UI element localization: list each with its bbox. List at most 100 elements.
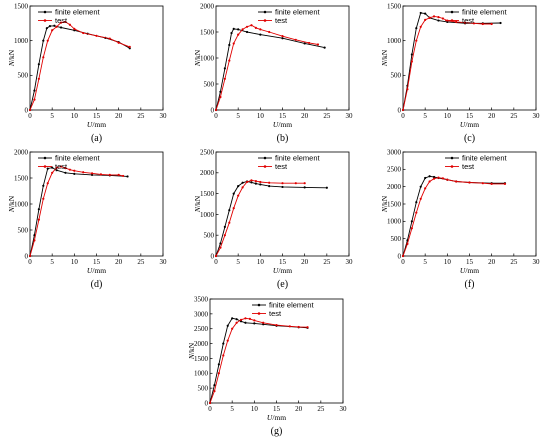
data-point bbox=[222, 342, 225, 345]
x-tick-label: 25 bbox=[137, 112, 145, 120]
data-point bbox=[499, 21, 502, 25]
y-tick-label: 2000 bbox=[387, 183, 402, 191]
data-point bbox=[481, 22, 484, 26]
data-point bbox=[55, 169, 58, 172]
y-tick-label: 500 bbox=[18, 226, 29, 234]
data-point bbox=[42, 184, 45, 187]
x-tick-label: 30 bbox=[346, 258, 354, 266]
series-line bbox=[402, 12, 501, 111]
series-line bbox=[209, 317, 308, 404]
legend-marker bbox=[450, 156, 454, 160]
data-point bbox=[73, 27, 76, 30]
x-axis-var: U bbox=[273, 120, 279, 129]
chart-d: 0 5 10 15 20 25 30 0 500 1000 1500 2000 U/mm N/kN fini… bbox=[7, 148, 180, 290]
chart-b: 0 5 10 15 20 25 30 0 500 1000 1500 2000 U/mm N/kN fini… bbox=[193, 2, 366, 144]
data-point bbox=[432, 177, 436, 180]
legend-label: test bbox=[275, 16, 288, 25]
y-tick-label: 3000 bbox=[387, 148, 402, 156]
data-point bbox=[217, 363, 220, 366]
data-point bbox=[254, 182, 257, 185]
data-point bbox=[259, 33, 262, 36]
data-point bbox=[316, 43, 320, 46]
data-point bbox=[213, 384, 216, 387]
data-point bbox=[73, 172, 76, 175]
x-axis-unit: /mm bbox=[278, 120, 292, 129]
data-point bbox=[223, 225, 226, 228]
data-point bbox=[51, 171, 54, 174]
data-point bbox=[419, 25, 422, 28]
data-point bbox=[401, 254, 405, 258]
y-tick-label: 0 bbox=[25, 252, 29, 260]
data-point bbox=[325, 186, 328, 189]
data-point bbox=[248, 317, 251, 321]
y-tick-label: 3000 bbox=[194, 310, 209, 318]
data-point bbox=[244, 317, 247, 320]
panel-label: (g) bbox=[271, 426, 283, 437]
legend-label: finite element bbox=[462, 8, 508, 17]
data-point bbox=[268, 181, 271, 184]
x-tick-label: 30 bbox=[160, 258, 168, 266]
data-point bbox=[117, 41, 120, 44]
data-point bbox=[51, 29, 54, 32]
data-point bbox=[441, 177, 444, 180]
data-point bbox=[223, 77, 226, 80]
data-point bbox=[239, 318, 243, 321]
data-point bbox=[406, 242, 409, 245]
y-axis-label: N/kN bbox=[380, 49, 389, 67]
data-point bbox=[217, 372, 220, 375]
x-axis-var: U bbox=[87, 120, 93, 129]
y-axis-unit: /kN bbox=[193, 49, 202, 61]
data-point bbox=[64, 167, 67, 170]
y-axis-label: N/kN bbox=[187, 342, 196, 360]
x-tick-label: 30 bbox=[340, 405, 348, 413]
chart-f: 0 5 10 15 20 25 30 0 500 1000 1500 2000 2500 3000 U/mm… bbox=[380, 148, 550, 290]
data-point bbox=[275, 324, 278, 327]
series-line bbox=[29, 166, 124, 257]
data-point bbox=[33, 89, 36, 92]
y-tick-label: 2500 bbox=[200, 148, 215, 156]
data-point bbox=[37, 77, 40, 80]
data-point bbox=[219, 90, 222, 93]
x-axis-label: U/mm bbox=[267, 413, 286, 422]
data-point bbox=[82, 31, 85, 35]
legend-label: finite element bbox=[275, 154, 321, 163]
y-axis-unit: /kN bbox=[7, 49, 16, 61]
y-tick-label: 1000 bbox=[14, 37, 29, 45]
x-tick-label: 5 bbox=[423, 258, 427, 266]
legend-label: finite element bbox=[269, 301, 315, 310]
data-point bbox=[262, 321, 265, 324]
data-point bbox=[308, 41, 311, 45]
panel-label: (c) bbox=[464, 133, 475, 144]
y-tick-label: 500 bbox=[391, 72, 402, 80]
y-tick-label: 0 bbox=[398, 252, 402, 260]
legend-marker bbox=[263, 10, 267, 14]
data-point bbox=[232, 27, 235, 30]
y-axis-var: N bbox=[193, 60, 202, 67]
data-point bbox=[241, 186, 244, 189]
x-tick-label: 0 bbox=[208, 405, 212, 413]
data-point bbox=[259, 180, 262, 184]
y-axis-var: N bbox=[193, 206, 202, 213]
data-point bbox=[419, 185, 422, 188]
legend-marker bbox=[450, 165, 454, 168]
data-point bbox=[410, 60, 413, 63]
legend-marker bbox=[43, 10, 47, 14]
y-tick-label: 1000 bbox=[387, 37, 402, 45]
data-point bbox=[223, 234, 226, 237]
data-point bbox=[231, 327, 234, 330]
data-point bbox=[268, 185, 271, 188]
x-tick-label: 20 bbox=[301, 258, 309, 266]
y-tick-label: 0 bbox=[211, 106, 215, 114]
data-point bbox=[64, 20, 67, 24]
legend-marker bbox=[43, 165, 47, 168]
data-point bbox=[288, 325, 291, 328]
y-axis-var: N bbox=[380, 60, 389, 67]
data-point bbox=[253, 319, 256, 322]
data-point bbox=[228, 43, 231, 47]
x-tick-label: 25 bbox=[510, 258, 518, 266]
data-point bbox=[419, 11, 422, 15]
data-point bbox=[214, 254, 218, 258]
y-axis-unit: /kN bbox=[380, 49, 389, 61]
y-tick-label: 1500 bbox=[387, 200, 402, 208]
data-point bbox=[42, 39, 45, 42]
